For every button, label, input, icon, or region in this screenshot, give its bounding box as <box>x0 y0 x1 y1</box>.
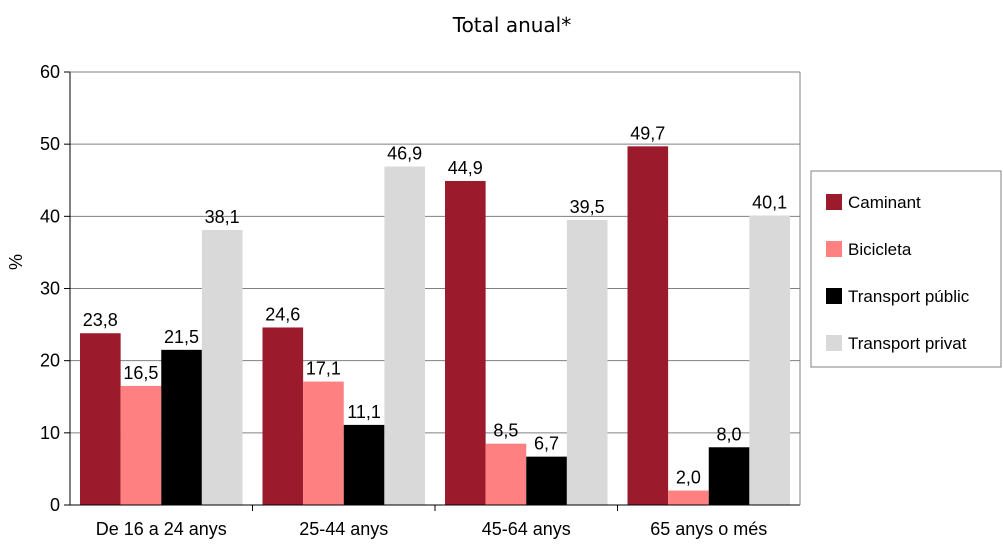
legend-swatch <box>826 194 842 210</box>
legend: Caminant Bicicleta Transport públic Transpo… <box>810 170 1002 368</box>
chart-title: Total anual* <box>452 13 572 37</box>
data-label: 11,1 <box>347 402 381 422</box>
data-label: 23,8 <box>83 310 118 330</box>
bar <box>526 456 567 505</box>
bar <box>566 219 608 506</box>
data-label: 49,7 <box>630 123 665 143</box>
bar <box>445 180 486 505</box>
y-tick-label: 50 <box>40 134 60 154</box>
y-axis-label: % <box>6 254 26 270</box>
y-tick-label: 60 <box>40 62 60 82</box>
bar <box>627 146 669 505</box>
bar <box>668 490 709 505</box>
axes <box>64 71 801 511</box>
bar <box>343 424 385 505</box>
y-tick-label: 30 <box>40 279 60 299</box>
data-label: 24,6 <box>265 304 300 324</box>
bar <box>80 333 121 505</box>
data-label: 8,0 <box>717 424 742 444</box>
bar <box>303 381 344 505</box>
x-tick-label: 25-44 anys <box>299 519 388 539</box>
data-labels: 23,8 16,5 21,5 38,1 24,6 17,1 11,1 46,9 44,9 8,5 6… <box>83 123 787 487</box>
data-label: 46,9 <box>387 144 422 164</box>
bar <box>749 215 790 505</box>
bar <box>120 385 162 505</box>
data-label: 40,1 <box>752 193 787 213</box>
data-label: 44,9 <box>448 158 483 178</box>
data-label: 8,5 <box>493 421 518 441</box>
legend-swatch <box>826 241 842 257</box>
bar <box>708 447 750 505</box>
bar <box>485 443 527 505</box>
bar <box>262 327 304 505</box>
data-label: 38,1 <box>205 207 240 227</box>
bar <box>384 166 425 505</box>
y-tick-label: 20 <box>40 351 60 371</box>
legend-swatch <box>826 335 842 351</box>
data-label: 39,5 <box>570 197 605 217</box>
legend-label: Bicicleta <box>848 240 912 259</box>
x-tick-label: 45-64 anys <box>482 519 571 539</box>
y-tick-labels: 0 10 20 30 40 50 60 <box>40 62 60 515</box>
data-label: 2,0 <box>676 468 701 488</box>
legend-swatch <box>826 288 842 304</box>
data-label: 16,5 <box>123 363 158 383</box>
data-label: 6,7 <box>534 434 559 454</box>
legend-label: Caminant <box>848 193 921 212</box>
legend-box <box>810 170 1002 368</box>
y-tick-label: 40 <box>40 206 60 226</box>
x-tick-label: De 16 a 24 anys <box>96 519 227 539</box>
legend-label: Transport privat <box>848 334 967 353</box>
bar <box>201 230 243 506</box>
y-tick-label: 10 <box>40 423 60 443</box>
data-label: 17,1 <box>306 359 341 379</box>
legend-label: Transport públic <box>848 287 970 306</box>
data-label: 21,5 <box>164 327 199 347</box>
bar <box>161 349 202 505</box>
x-tick-labels: De 16 a 24 anys 25-44 anys 45-64 anys 65 an… <box>96 519 768 539</box>
bars <box>80 146 790 506</box>
x-tick-label: 65 anys o més <box>650 519 767 539</box>
y-tick-label: 0 <box>50 495 60 515</box>
